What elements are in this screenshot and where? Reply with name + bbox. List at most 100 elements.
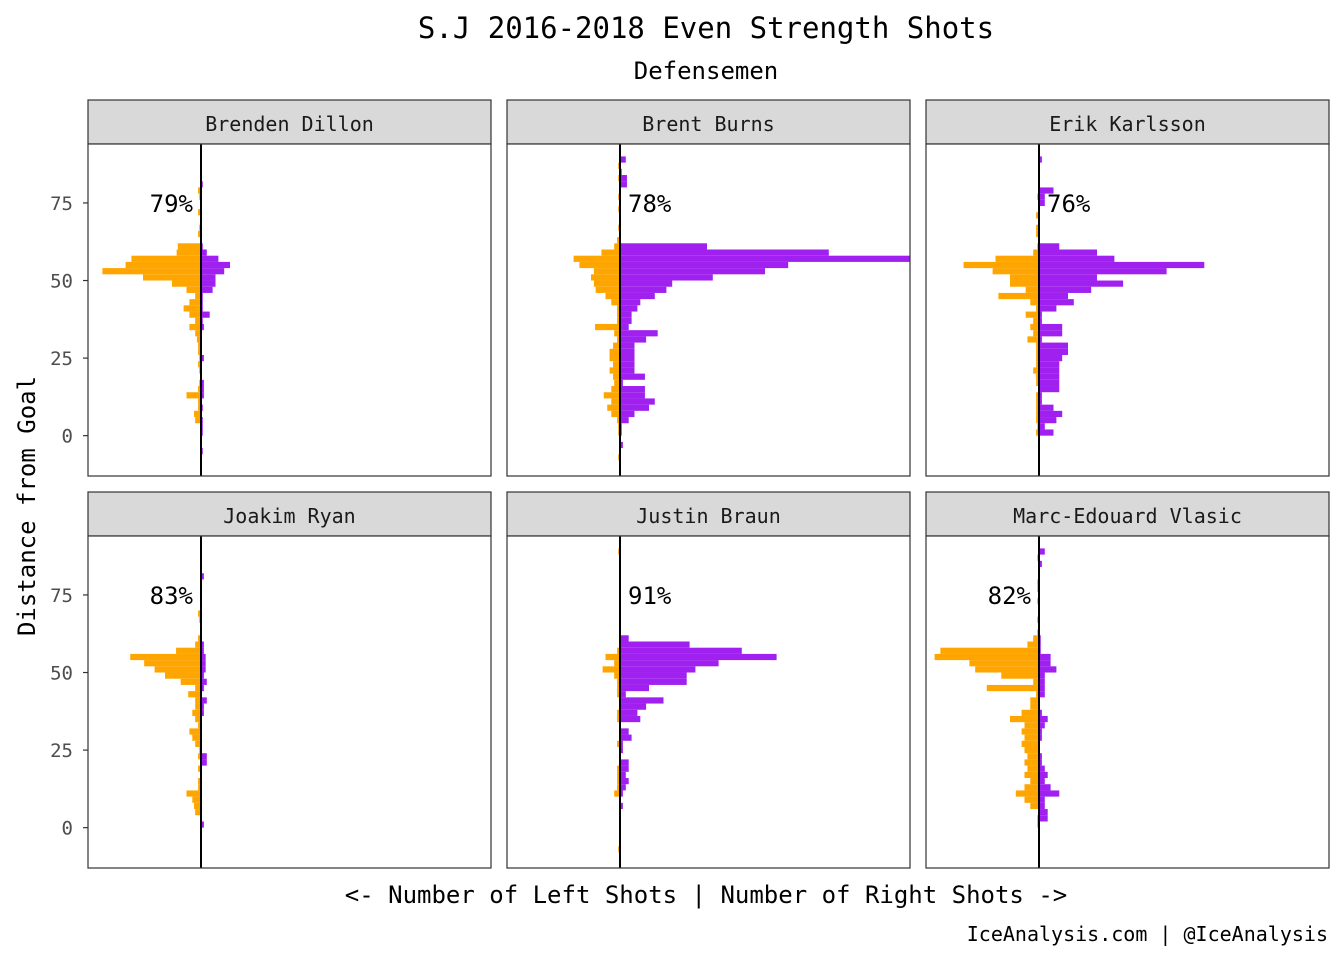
left-shot-bar	[1033, 317, 1039, 324]
facet-panel: Joakim Ryan 83%	[87, 491, 492, 869]
left-shot-bar	[1024, 771, 1039, 779]
right-shot-bar	[620, 342, 635, 349]
left-shot-bar	[1036, 410, 1039, 418]
right-shot-bar	[201, 573, 204, 580]
right-shot-bar	[1039, 548, 1045, 555]
right-shot-bar	[620, 348, 635, 355]
right-shot-bar	[1039, 815, 1048, 822]
left-shot-bar	[1036, 348, 1039, 355]
right-shot-bar	[1039, 790, 1060, 797]
left-shot-bar	[1036, 224, 1039, 231]
left-shot-bar	[617, 305, 620, 312]
right-shot-bar	[620, 740, 623, 747]
left-shot-bar	[1030, 802, 1039, 810]
right-shot-bar	[1039, 354, 1063, 362]
right-shot-bar	[620, 697, 664, 704]
right-shot-bar	[620, 274, 713, 281]
left-shot-bar	[975, 666, 1039, 673]
percent-label: 82%	[988, 582, 1032, 610]
left-shot-bar	[198, 209, 201, 216]
right-shot-bar	[1039, 373, 1060, 380]
right-shot-bar	[620, 354, 635, 362]
left-shot-bar	[1024, 746, 1039, 754]
left-shot-bar	[1024, 759, 1039, 766]
x-axis-title: <- Number of Left Shots | Number of Righ…	[345, 881, 1067, 909]
left-shot-bar	[963, 261, 1039, 269]
right-shot-bar	[620, 379, 623, 387]
bar-group	[573, 156, 910, 461]
left-shot-bar	[1001, 672, 1039, 679]
right-shot-bar	[620, 330, 658, 337]
left-shot-bar	[196, 336, 201, 343]
right-shot-bar	[201, 261, 230, 269]
left-shot-bar	[195, 684, 201, 692]
right-shot-bar	[201, 653, 206, 661]
left-shot-bar	[617, 311, 620, 318]
left-shot-bar	[198, 610, 201, 617]
left-shot-bar	[611, 299, 620, 306]
right-shot-bar	[620, 647, 742, 654]
left-shot-bar	[617, 765, 620, 772]
right-shot-bar	[1039, 348, 1068, 355]
right-shot-bar	[1039, 672, 1045, 679]
y-tick-label: 0	[62, 818, 73, 840]
left-shot-bar	[194, 410, 201, 418]
right-shot-bar	[620, 678, 687, 685]
right-shot-bar	[620, 734, 632, 741]
left-shot-bar	[194, 802, 201, 810]
left-shot-bar	[172, 280, 201, 287]
right-shot-bar	[1039, 342, 1068, 349]
right-shot-bar	[1039, 778, 1045, 785]
right-shot-bar	[1039, 336, 1042, 343]
right-shot-bar	[1039, 361, 1060, 368]
facet-strip	[925, 491, 1330, 537]
chart-caption: IceAnalysis.com | @IceAnalysis	[967, 922, 1328, 946]
left-shot-bar	[1030, 778, 1039, 785]
left-shot-bar	[1030, 323, 1039, 331]
right-shot-bar	[1039, 728, 1042, 735]
left-shot-bar	[195, 641, 201, 648]
panel-border	[925, 143, 1330, 477]
right-shot-bar	[1039, 753, 1042, 760]
right-shot-bar	[620, 175, 627, 182]
left-shot-bar	[1024, 734, 1039, 741]
right-shot-bar	[620, 261, 789, 269]
right-shot-bar	[1039, 367, 1060, 374]
right-shot-bar	[1039, 771, 1048, 779]
right-shot-bar	[620, 771, 626, 779]
right-shot-bar	[201, 255, 219, 262]
y-tick-label: 50	[50, 663, 73, 685]
left-shot-bar	[614, 379, 620, 387]
left-shot-bar	[617, 784, 620, 791]
right-shot-bar	[1039, 255, 1115, 262]
panel-background	[926, 536, 1329, 868]
facet-strip	[925, 99, 1330, 145]
facet-strip-label: Brent Burns	[642, 112, 774, 136]
right-shot-bar	[620, 336, 647, 343]
left-shot-bar	[1021, 740, 1039, 747]
right-shot-bar	[1039, 404, 1054, 411]
right-shot-bar	[201, 311, 210, 318]
left-shot-bar	[1025, 286, 1039, 293]
left-shot-bar	[611, 410, 620, 418]
right-shot-bar	[201, 386, 204, 393]
left-shot-bar	[189, 323, 201, 331]
left-shot-bar	[573, 255, 620, 262]
right-shot-bar	[1039, 802, 1045, 810]
right-shot-bar	[201, 703, 204, 710]
right-shot-bar	[620, 255, 910, 262]
right-shot-bar	[1039, 261, 1205, 269]
left-shot-bar	[617, 317, 620, 324]
right-shot-bar	[1039, 193, 1045, 200]
right-shot-bar	[201, 759, 207, 766]
left-shot-bar	[602, 666, 620, 673]
y-tick-label: 0	[62, 426, 73, 448]
right-shot-bar	[1039, 709, 1042, 716]
right-shot-bar	[1039, 759, 1042, 766]
right-shot-bar	[1039, 784, 1051, 791]
left-shot-bar	[998, 292, 1039, 300]
left-shot-bar	[195, 292, 201, 300]
right-shot-bar	[1039, 199, 1045, 207]
left-shot-bar	[198, 187, 201, 194]
